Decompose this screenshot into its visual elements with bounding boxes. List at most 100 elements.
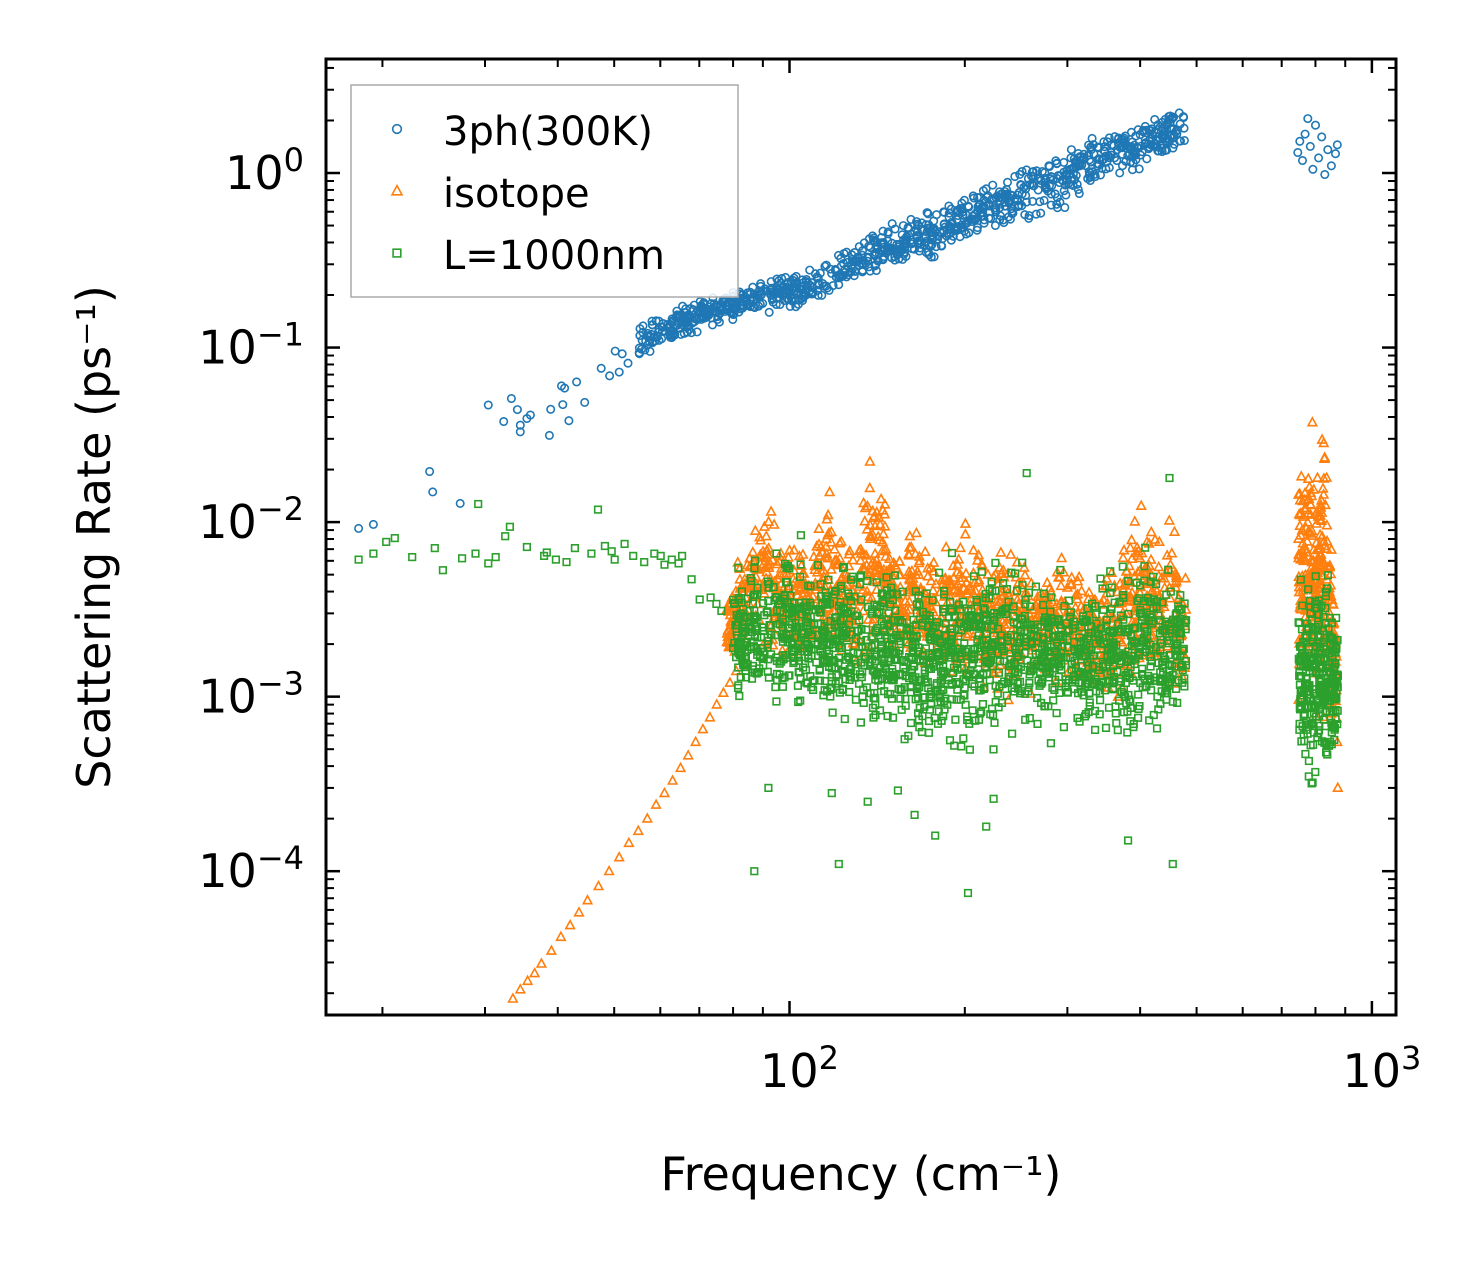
l-1000nm-cloud-point (847, 607, 856, 616)
l-1000nm-cloud-point (1025, 678, 1034, 688)
l-1000nm-cloud-point (1296, 705, 1305, 714)
isotope-cloud-point (922, 570, 934, 581)
3ph-300k--point (605, 371, 615, 381)
l-1000nm-cloud-point (1320, 695, 1329, 704)
l-1000nm-cloud-point (1129, 719, 1138, 729)
3ph-300k--cloud-point (766, 277, 776, 287)
isotope-cloud-point (964, 584, 977, 595)
isotope-cloud-point (822, 508, 834, 520)
l-1000nm-cloud-point (1016, 635, 1025, 644)
l-1000nm-cloud-point (1308, 697, 1317, 706)
3ph-300k--point (798, 278, 808, 288)
l-1000nm-point (640, 557, 649, 567)
l-1000nm-cloud-point (826, 683, 835, 692)
isotope-cloud-point (948, 571, 960, 582)
3ph-300k--point (863, 256, 873, 266)
l-1000nm-cloud-point (1311, 648, 1320, 658)
3ph-300k--point (959, 195, 969, 205)
3ph-300k--cloud-point (898, 254, 908, 264)
l-1000nm-cloud-point (1081, 709, 1091, 719)
3ph-300k--cloud-point (959, 226, 970, 236)
l-1000nm-cloud-point (1063, 687, 1072, 697)
isotope-cloud-point (1302, 472, 1314, 484)
l-1000nm-cloud-point (940, 652, 949, 661)
l-1000nm-cloud-point (900, 735, 909, 744)
l-1000nm-cloud-point (959, 734, 968, 743)
3ph-300k--cloud-point (1028, 196, 1038, 206)
l-1000nm-point (1124, 836, 1133, 845)
l-1000nm-cloud-point (1050, 685, 1059, 694)
isotope-cloud-point (1066, 571, 1078, 582)
isotope-cloud-point (1019, 569, 1031, 580)
isotope-cloud-point (873, 564, 885, 576)
3ph-300k--cloud-point (1036, 175, 1046, 186)
3ph-300k--point (975, 199, 985, 209)
isotope-cloud-point (864, 529, 876, 541)
isotope-cloud-point (1155, 571, 1168, 583)
3ph-300k--cloud-point (920, 231, 930, 241)
l-1000nm-cloud-point (854, 679, 864, 688)
y-tick-label: 10−1 (198, 316, 304, 375)
l-1000nm-cloud-point (1158, 598, 1167, 607)
l-1000nm-cloud-point (957, 742, 966, 751)
l-1000nm-cloud-point (967, 604, 976, 613)
l-1000nm-cloud-point (796, 673, 805, 683)
isotope-cloud-point (1301, 535, 1313, 546)
isotope-cloud-point (1125, 533, 1138, 545)
3ph-300k--point (870, 249, 880, 259)
isotope-cloud-point (1145, 525, 1157, 537)
3ph-300k--cloud-point (928, 233, 938, 243)
l-1000nm-cloud-point (1148, 572, 1158, 581)
3ph-300k--cloud-point (1072, 179, 1082, 189)
3ph-300k--cloud-point (901, 234, 911, 244)
l-1000nm-cloud-point (817, 626, 826, 635)
l-1000nm-cloud-point (813, 560, 822, 570)
isotope-cloud-point (1117, 551, 1129, 563)
l-1000nm-cloud-point (1089, 651, 1098, 660)
3ph-300k--cloud-point (1084, 170, 1094, 180)
isotope-cloud-point (1315, 579, 1327, 590)
l-1000nm-cloud-point (1147, 657, 1156, 666)
l-1000nm-cloud-point (737, 639, 746, 648)
3ph-300k--cloud-point (1020, 210, 1030, 220)
l-1000nm-cloud-point (1176, 591, 1185, 600)
l-1000nm-cloud-point (887, 642, 897, 651)
3ph-300k--cloud-point (796, 289, 806, 299)
3ph-300k--point (890, 224, 900, 234)
l-1000nm-point (931, 831, 940, 840)
l-1000nm-cloud-point (764, 579, 774, 589)
l-1000nm-cloud-point (772, 549, 781, 558)
l-1000nm-cloud-point (976, 647, 985, 656)
3ph-300k--cloud-point (768, 297, 778, 307)
isotope-cloud-point (1124, 590, 1137, 601)
l-1000nm-cloud-point (1009, 602, 1018, 611)
l-1000nm-cloud-point (1015, 689, 1025, 698)
isotope-cloud-point (871, 583, 883, 595)
3ph-300k--point (745, 299, 755, 309)
3ph-300k--cloud-point (672, 320, 682, 330)
isotope-point (507, 992, 519, 1003)
l-1000nm-cloud-point (1085, 643, 1094, 652)
l-1000nm-cloud-point (852, 626, 862, 635)
l-1000nm-cloud-point (834, 623, 843, 632)
3ph-300k--cloud-point (700, 304, 710, 314)
isotope-cloud-point (823, 485, 836, 497)
3ph-300k--cloud-point (721, 305, 731, 315)
l-1000nm-cloud-point (1146, 640, 1155, 649)
l-1000nm-cloud-point (1086, 629, 1095, 638)
l-1000nm-cloud-point (888, 713, 898, 722)
l-1000nm-cloud-point (1124, 654, 1134, 664)
l-1000nm-cloud-point (1134, 713, 1143, 722)
isotope-cloud-point (1002, 567, 1014, 578)
l-1000nm-cloud-point (991, 558, 1000, 567)
l-1000nm-cloud-point (787, 620, 797, 629)
3ph-300k--cloud-point (1074, 188, 1084, 199)
l-1000nm-cloud-point (1154, 705, 1163, 714)
l-1000nm-cloud-point (843, 652, 852, 661)
l-1000nm-cloud-point (961, 700, 970, 709)
l-1000nm-cloud-point (1165, 660, 1175, 669)
l-1000nm-cloud-point (778, 682, 787, 691)
l-1000nm-cloud-point (1092, 619, 1101, 628)
3ph-300k--point (1303, 114, 1313, 124)
l-1000nm-cloud-point (925, 705, 934, 714)
